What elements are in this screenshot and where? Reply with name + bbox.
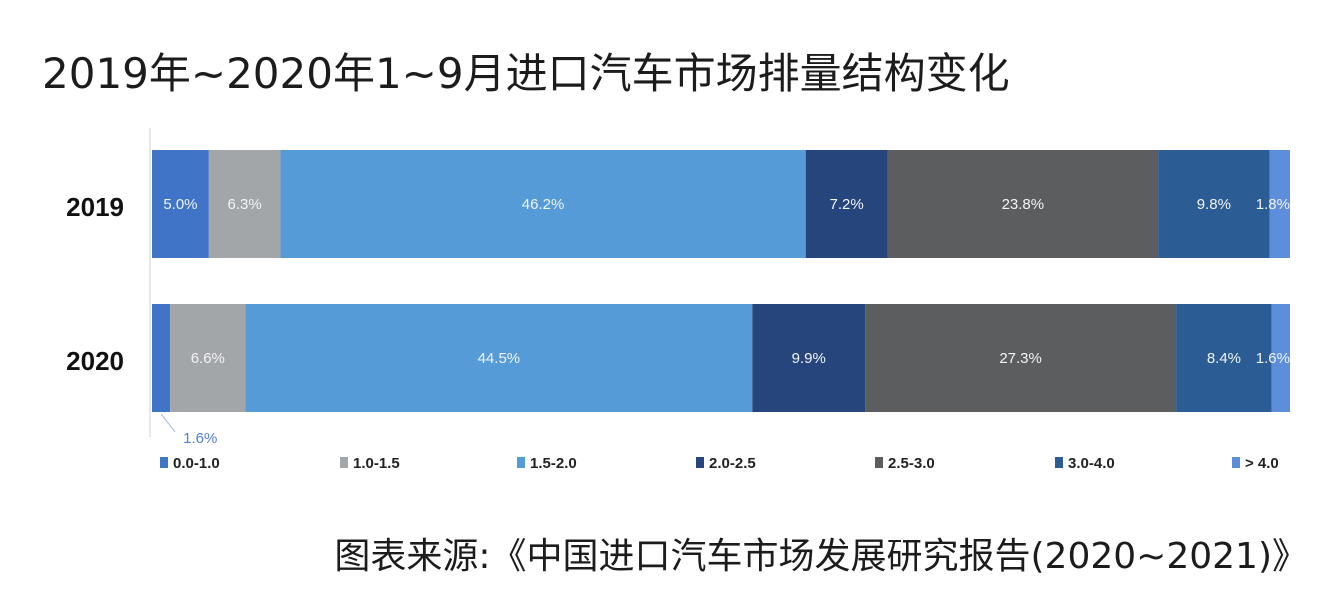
data-label-2019-2-5-3-0: 23.8%	[1002, 196, 1045, 213]
data-label-2019-3-0-4-0: 9.8%	[1197, 196, 1231, 213]
category-label-2019: 2019	[66, 192, 124, 222]
bar-2019-2-5-3-0	[887, 150, 1159, 258]
data-label-2020-4-0: 1.6%	[1256, 350, 1290, 367]
legend-label-1-5-2-0: 1.5-2.0	[530, 455, 577, 472]
bar-2020-4-0	[1271, 304, 1290, 412]
legend: 0.0-1.0 1.0-1.5 1.5-2.0 2.0-2.5 2.5-3.0 3.0-4…	[160, 455, 1279, 472]
data-label-2020-2-5-3-0: 27.3%	[999, 350, 1042, 367]
bar-2019-1-0-1-5	[208, 150, 281, 258]
legend-swatch-2-0-2-5	[696, 457, 704, 468]
legend-label-3-0-4-0: 3.0-4.0	[1068, 455, 1115, 472]
legend-label-4-0: > 4.0	[1245, 455, 1279, 472]
data-label-2020-1-5-2-0: 44.5%	[478, 350, 521, 367]
data-label-2019-1-0-1-5: 6.3%	[228, 196, 262, 213]
legend-swatch-4-0	[1232, 457, 1240, 468]
legend-label-1-0-1-5: 1.0-1.5	[353, 455, 400, 472]
data-label-2019-1-5-2-0: 46.2%	[522, 196, 565, 213]
legend-swatch-1-0-1-5	[340, 457, 348, 468]
data-label-2020-1-0-1-5: 6.6%	[191, 350, 225, 367]
bar-2019-2-0-2-5	[805, 150, 888, 258]
category-label-2020: 2020	[66, 346, 124, 376]
chart-source: 图表来源:《中国进口汽车市场发展研究报告(2020~2021)》	[334, 536, 1308, 577]
bar-2020-3-0-4-0	[1176, 304, 1272, 412]
bar-2020-1-0-1-5	[170, 304, 246, 412]
data-label-2020-3-0-4-0: 8.4%	[1207, 350, 1241, 367]
data-label-2020-0-0-1-0: 1.6%	[183, 430, 217, 447]
leader-line-2020	[160, 413, 176, 433]
bar-2019-0-0-1-0	[152, 150, 209, 258]
legend-swatch-3-0-4-0	[1055, 457, 1063, 468]
data-label-2019-4-0: 1.8%	[1256, 196, 1290, 213]
data-label-2019-2-0-2-5: 7.2%	[830, 196, 864, 213]
legend-swatch-0-0-1-0	[160, 457, 168, 468]
data-label-2020-2-0-2-5: 9.9%	[792, 350, 826, 367]
legend-label-2-5-3-0: 2.5-3.0	[888, 455, 935, 472]
bars-group: 5.0% 6.3% 46.2% 7.2% 23.8% 9.8% 1.8% 1.6% 6.6% 44…	[152, 150, 1290, 447]
bar-2019-3-0-4-0	[1158, 150, 1270, 258]
bar-2020-0-0-1-0	[152, 304, 171, 412]
bar-2020-2-0-2-5	[752, 304, 866, 412]
legend-swatch-2-5-3-0	[875, 457, 883, 468]
bar-2020-1-5-2-0	[245, 304, 753, 412]
bar-2019-4-0	[1269, 150, 1290, 258]
legend-label-0-0-1-0: 0.0-1.0	[173, 455, 220, 472]
bar-2020-2-5-3-0	[865, 304, 1177, 412]
legend-swatch-1-5-2-0	[517, 457, 525, 468]
data-label-2019-0-0-1-0: 5.0%	[163, 196, 197, 213]
legend-label-2-0-2-5: 2.0-2.5	[709, 455, 756, 472]
chart-title: 2019年~2020年1~9月进口汽车市场排量结构变化	[42, 49, 1010, 98]
bar-2019-1-5-2-0	[280, 150, 806, 258]
